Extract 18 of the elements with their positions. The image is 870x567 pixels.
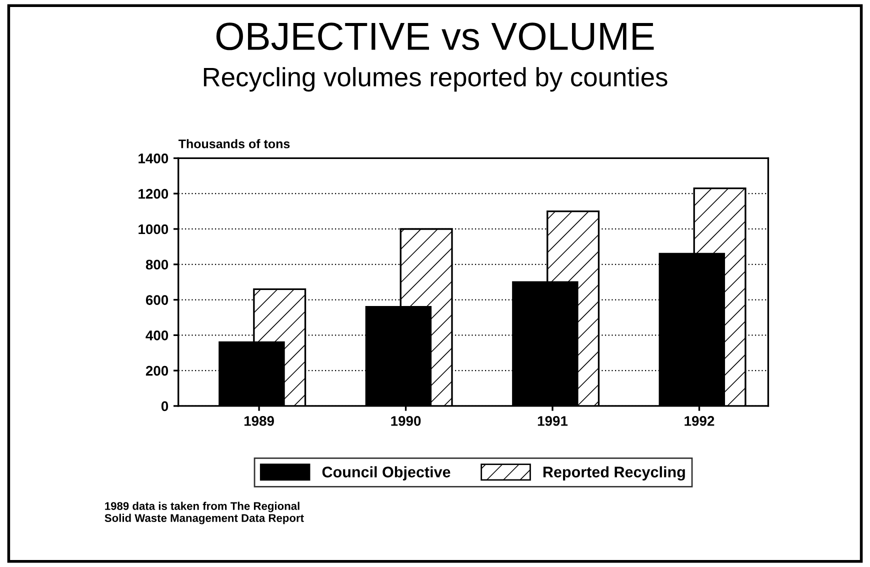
chart-title: OBJECTIVE vs VOLUME [216, 22, 654, 50]
y-tick-label: 1400 [138, 154, 168, 164]
x-tick-label: 1992 [684, 416, 714, 426]
y-tick-label: 200 [146, 366, 168, 376]
x-tick-label: 1991 [538, 416, 568, 426]
text: 1989 data is taken from The Regional Solid Waste Management Data Report [104, 502, 304, 524]
legend-label: Council Objective [322, 466, 450, 480]
legend-label: Reported Recycling [543, 466, 685, 481]
x-tick-label: 1989 [244, 416, 274, 426]
y-tick-label: 1200 [138, 188, 168, 199]
chart-subtitle: Recycling volumes reported by counties [204, 67, 668, 92]
y-axis-title: Thousands of tons [178, 139, 290, 148]
y-tick-label: 600 [146, 295, 168, 305]
y-tick-label: 1000 [138, 224, 168, 234]
y-tick-label: 800 [146, 260, 168, 270]
x-tick-label: 1990 [391, 416, 421, 426]
y-tick-label: 400 [146, 330, 168, 340]
y-tick-label: 0 [161, 401, 168, 412]
